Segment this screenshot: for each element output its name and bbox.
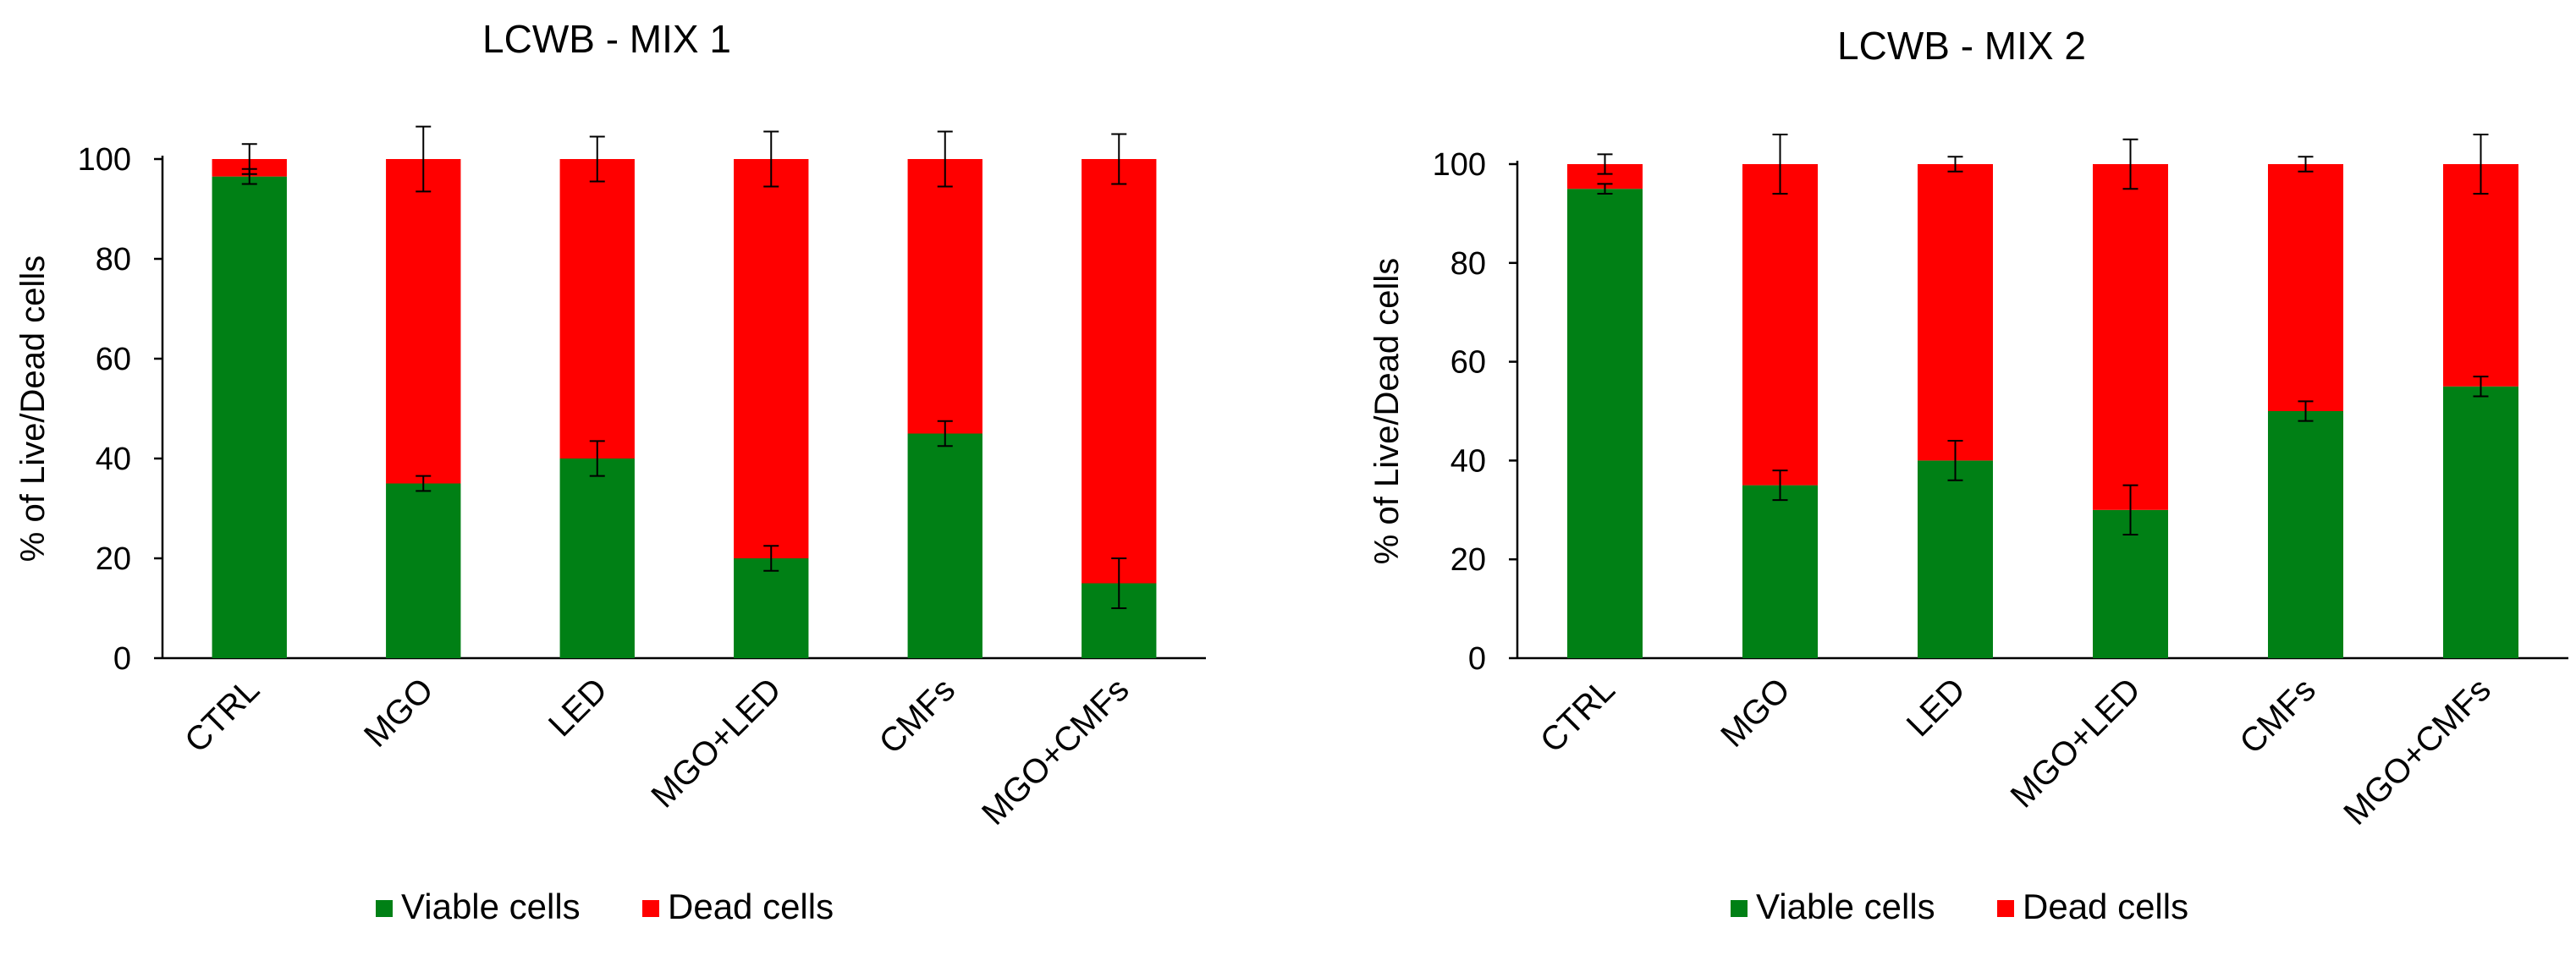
y-tick-label: 100 [78, 142, 131, 178]
legend-label-viable: Viable cells [401, 887, 581, 926]
bar-dead-cells [559, 159, 635, 459]
bar-viable-cells [212, 176, 287, 658]
chart-title: LCWB - MIX 2 [1837, 24, 2086, 68]
bar-viable-cells [1917, 460, 1994, 658]
y-tick-label: 60 [1450, 345, 1486, 381]
legend-label-dead: Dead cells [668, 887, 834, 926]
legend-swatch-dead [642, 900, 659, 917]
bar-dead-cells [907, 159, 983, 434]
y-tick-label: 100 [1433, 147, 1486, 183]
x-tick-label: LED [542, 671, 614, 744]
legend-swatch-viable [1731, 900, 1748, 917]
y-axis-label: % of Live/Dead cells [14, 255, 52, 562]
x-tick-label: CMFs [2232, 671, 2323, 761]
x-tick-label: MGO [1714, 671, 1797, 755]
y-tick-label: 0 [1468, 641, 1486, 677]
bar-viable-cells [1566, 189, 1643, 658]
y-tick-label: 20 [96, 541, 131, 577]
x-tick-label: CTRL [1533, 671, 1622, 760]
bar-dead-cells [2442, 164, 2519, 387]
chart-title: LCWB - MIX 1 [482, 17, 731, 61]
bar-viable-cells [734, 558, 809, 658]
bar-viable-cells [1742, 485, 1819, 658]
bar-viable-cells [386, 483, 461, 658]
bar-viable-cells [2442, 386, 2519, 658]
chart-panel-mix-1: LCWB - MIX 1 % of Live/Dead cells 0 20 40 60… [14, 17, 1206, 926]
legend-label-viable: Viable cells [1756, 887, 1935, 926]
bar-viable-cells [559, 459, 635, 658]
y-tick-label: 40 [96, 442, 131, 477]
x-tick-label: MGO+CMFs [975, 671, 1137, 832]
legend-label-dead: Dead cells [2023, 887, 2188, 926]
x-tick-label: MGO+LED [644, 671, 788, 815]
x-tick-label: MGO+CMFs [2337, 671, 2498, 832]
y-axis-label: % of Live/Dead cells [1368, 258, 1406, 564]
bar-dead-cells [1917, 164, 1994, 461]
legend-swatch-viable [376, 900, 393, 917]
y-tick-label: 0 [113, 641, 131, 677]
y-tick-label: 80 [1450, 246, 1486, 282]
x-tick-label: MGO [357, 671, 441, 755]
y-tick-label: 60 [96, 342, 131, 377]
x-tick-label: CTRL [178, 671, 267, 760]
bar-dead-cells [2267, 164, 2344, 411]
y-tick-label: 80 [96, 242, 131, 277]
legend-swatch-dead [1997, 900, 2014, 917]
x-tick-label: LED [1900, 671, 1973, 744]
bar-dead-cells [2092, 164, 2169, 510]
bar-dead-cells [1742, 164, 1819, 486]
bar-dead-cells [734, 159, 809, 558]
x-tick-label: MGO+LED [2004, 671, 2148, 815]
bar-dead-cells [1082, 159, 1157, 584]
y-tick-label: 40 [1450, 443, 1486, 479]
chart-panel-mix-2: LCWB - MIX 2 % of Live/Dead cells 0 20 40 60… [1368, 24, 2568, 926]
bar-dead-cells [386, 159, 461, 484]
y-tick-label: 20 [1450, 542, 1486, 578]
x-tick-label: CMFs [872, 671, 963, 761]
bar-viable-cells [907, 433, 983, 658]
bar-viable-cells [2267, 411, 2344, 658]
